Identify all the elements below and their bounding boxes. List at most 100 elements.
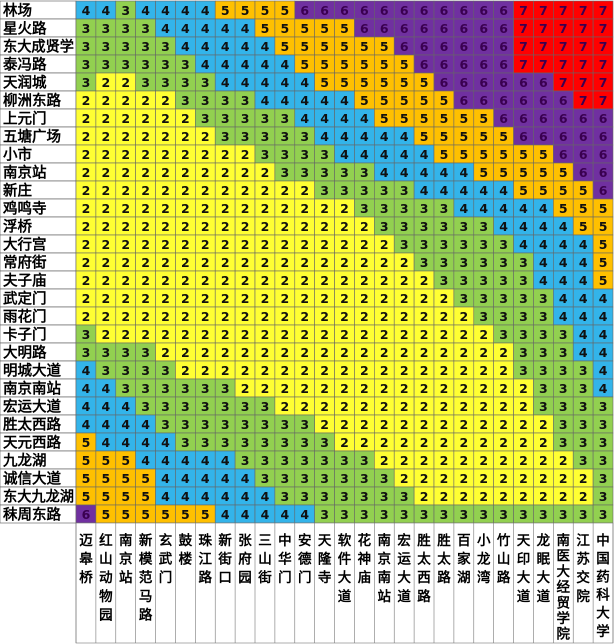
cell-value-label: 2 (201, 147, 210, 162)
cell-value-label: 6 (440, 57, 449, 72)
cell-value-label: 3 (579, 381, 588, 396)
cell-value-label: 3 (360, 165, 369, 180)
cell-value-label: 2 (280, 363, 289, 378)
cell-value-label: 4 (241, 489, 250, 504)
cell-value-label: 7 (579, 3, 588, 18)
cell-value-label: 3 (141, 381, 150, 396)
cell-value-label: 4 (221, 489, 230, 504)
cell-value-label: 4 (181, 453, 190, 468)
cell-value-label: 4 (559, 219, 568, 234)
cell-value-label: 2 (101, 147, 110, 162)
cell-value-label: 2 (261, 273, 270, 288)
cell-value-label: 5 (340, 57, 349, 72)
cell-value-label: 6 (579, 165, 588, 180)
cell-value-label: 3 (519, 309, 528, 324)
row-label: 天润城 (3, 74, 47, 92)
cell-value-label: 3 (101, 363, 110, 378)
cell-value-label: 3 (539, 507, 548, 522)
column-label: 天隆寺 (318, 533, 332, 586)
cell-value-label: 6 (400, 21, 409, 36)
cell-value-label: 2 (121, 201, 130, 216)
cell-value-label: 4 (201, 21, 210, 36)
cell-value-label: 4 (360, 129, 369, 144)
cell-value-label: 4 (101, 381, 110, 396)
cell-value-label: 2 (101, 327, 110, 342)
cell-value-label: 5 (121, 489, 130, 504)
cell-value-label: 3 (141, 57, 150, 72)
cell-value-label: 5 (82, 435, 91, 450)
cell-value-label: 3 (121, 21, 130, 36)
row-label: 新庄 (3, 182, 32, 200)
cell-value-label: 4 (459, 183, 468, 198)
cell-value-label: 3 (360, 183, 369, 198)
cell-value-label: 4 (440, 165, 449, 180)
cell-value-label: 3 (599, 399, 608, 414)
cell-value-label: 2 (161, 327, 170, 342)
cell-value-label: 2 (141, 237, 150, 252)
cell-value-label: 2 (420, 399, 429, 414)
cell-value-label: 5 (420, 129, 429, 144)
cell-value-label: 3 (400, 183, 409, 198)
cell-value-label: 2 (400, 417, 409, 432)
column-label: 天印大道 (517, 533, 531, 605)
cell-value-label: 2 (300, 273, 309, 288)
cell-value-label: 3 (499, 273, 508, 288)
cell-value-label: 2 (420, 489, 429, 504)
row-label: 星火路 (3, 20, 47, 38)
cell-value-label: 6 (420, 21, 429, 36)
cell-value-label: 5 (420, 93, 429, 108)
cell-value-label: 2 (280, 381, 289, 396)
cell-value-label: 5 (539, 147, 548, 162)
cell-value-label: 6 (499, 3, 508, 18)
cell-value-label: 2 (499, 489, 508, 504)
cell-value-label: 6 (599, 147, 608, 162)
cell-value-label: 5 (440, 147, 449, 162)
cell-value-label: 4 (201, 3, 210, 18)
cell-value-label: 3 (261, 471, 270, 486)
cell-value-label: 2 (420, 363, 429, 378)
cell-value-label: 4 (241, 39, 250, 54)
cell-value-label: 2 (459, 471, 468, 486)
cell-value-label: 2 (479, 417, 488, 432)
cell-value-label: 2 (141, 129, 150, 144)
cell-value-label: 2 (261, 201, 270, 216)
cell-value-label: 3 (82, 345, 91, 360)
cell-value-label: 3 (519, 345, 528, 360)
cell-value-label: 2 (280, 201, 289, 216)
cell-value-label: 6 (459, 39, 468, 54)
cell-value-label: 4 (201, 489, 210, 504)
cell-value-label: 7 (559, 39, 568, 54)
cell-value-label: 4 (82, 3, 91, 18)
cell-value-label: 2 (499, 345, 508, 360)
cell-value-label: 2 (121, 273, 130, 288)
cell-value-label: 4 (221, 75, 230, 90)
cell-value-label: 3 (241, 129, 250, 144)
cell-value-label: 6 (559, 147, 568, 162)
cell-value-label: 2 (161, 219, 170, 234)
cell-value-label: 5 (141, 489, 150, 504)
cell-value-label: 2 (400, 435, 409, 450)
cell-value-label: 4 (579, 237, 588, 252)
cell-value-label: 2 (221, 165, 230, 180)
cell-value-label: 3 (400, 489, 409, 504)
cell-value-label: 3 (519, 255, 528, 270)
cell-value-label: 4 (360, 111, 369, 126)
cell-value-label: 3 (599, 489, 608, 504)
row-label: 柳洲东路 (3, 92, 61, 110)
cell-value-label: 4 (241, 75, 250, 90)
cell-value-label: 5 (320, 21, 329, 36)
cell-value-label: 2 (479, 327, 488, 342)
cell-value-label: 4 (479, 183, 488, 198)
cell-value-label: 5 (320, 57, 329, 72)
cell-value-label: 4 (181, 39, 190, 54)
cell-value-label: 2 (380, 417, 389, 432)
cell-value-label: 5 (479, 147, 488, 162)
row-label: 上元门 (3, 110, 47, 128)
cell-value-label: 4 (280, 507, 289, 522)
cell-value-label: 4 (519, 237, 528, 252)
cell-value-label: 4 (141, 3, 150, 18)
cell-value-label: 3 (340, 507, 349, 522)
cell-value-label: 6 (479, 3, 488, 18)
cell-value-label: 4 (101, 435, 110, 450)
cell-value-label: 2 (121, 129, 130, 144)
